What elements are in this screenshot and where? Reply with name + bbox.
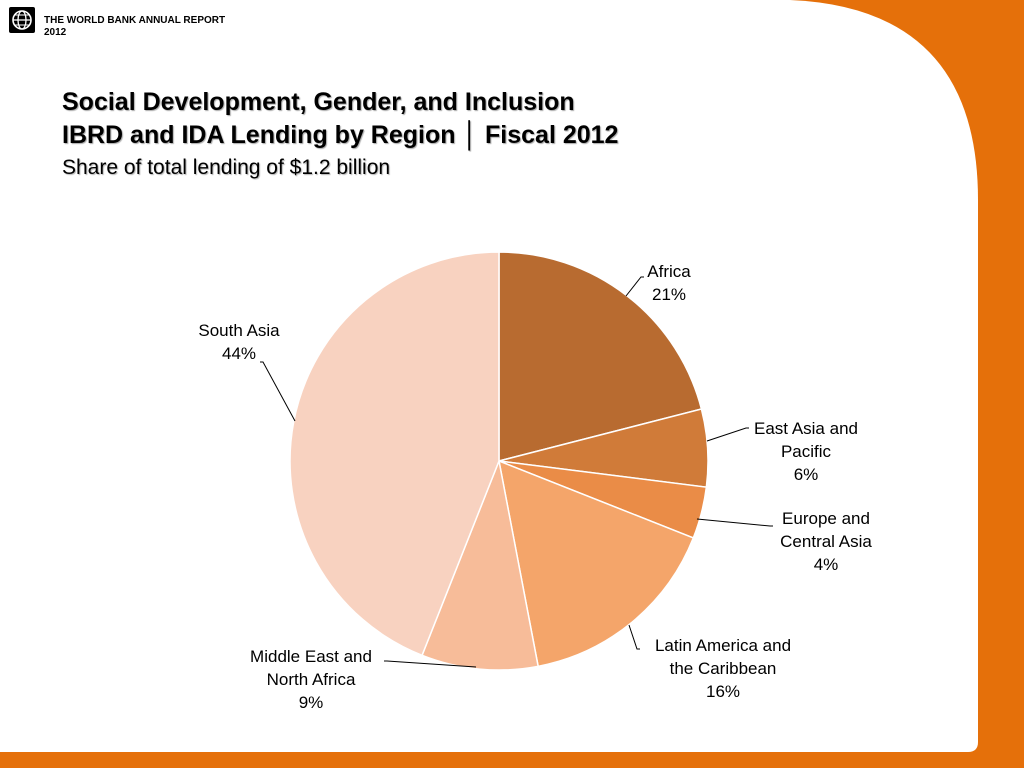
report-year-line: 2012: [44, 27, 67, 38]
world-bank-globe-icon: [9, 7, 35, 33]
slide-title-block: Social Development, Gender, and Inclusio…: [62, 86, 618, 184]
slice-label-5: South Asia 44%: [198, 321, 280, 363]
leader-line-1: [706, 427, 749, 442]
page-number: 44: [944, 727, 959, 742]
pie-slice-3: [498, 459, 695, 668]
chart-title-line-2: IBRD and IDA Lending by Region │ Fiscal …: [62, 121, 619, 149]
report-header: THE WORLD BANK ANNUAL REPORT 2012: [44, 15, 225, 39]
chart-title: Social Development, Gender, and Inclusio…: [62, 88, 575, 116]
leader-line-4: [384, 660, 477, 668]
leader-line-0: [625, 276, 644, 297]
slice-label-2: Europe and Central Asia 4%: [780, 509, 872, 574]
leader-line-3: [628, 624, 640, 650]
slice-label-1: East Asia and Pacific 6%: [754, 419, 858, 484]
slice-label-3: Latin America and the Caribbean 16%: [655, 636, 791, 701]
slice-label-0: Africa 21%: [647, 262, 691, 304]
chart-subtitle: Share of total lending of $1.2 billion: [62, 156, 391, 179]
pie-slice-0: [498, 251, 703, 462]
leader-line-5: [260, 361, 296, 422]
leader-line-2: [696, 518, 773, 527]
pie-slice-4: [421, 458, 540, 671]
slice-label-4: Middle East and North Africa 9%: [250, 647, 372, 712]
pie-slice-5: [289, 251, 500, 657]
report-org-line: THE WORLD BANK ANNUAL REPORT: [44, 15, 226, 26]
